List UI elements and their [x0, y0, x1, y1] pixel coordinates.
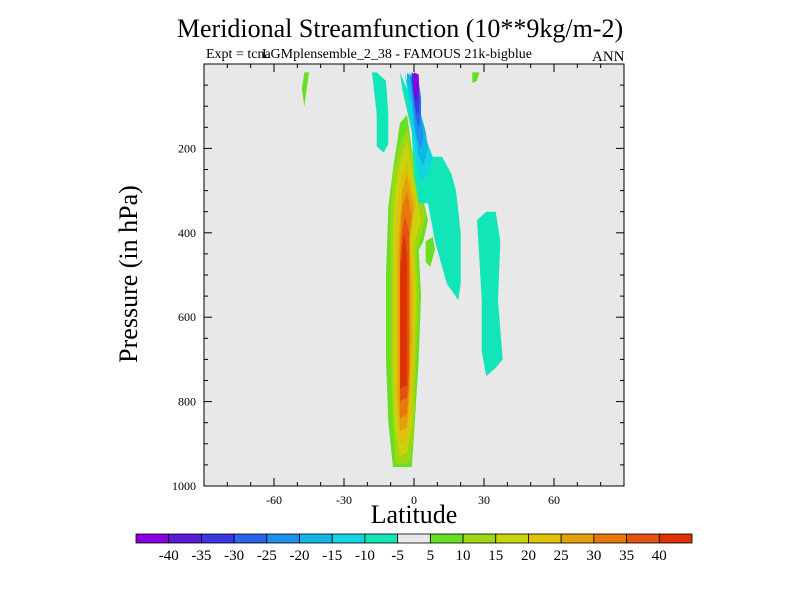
x-tick-label: 30 [478, 493, 490, 507]
colorbar-label: -35 [191, 548, 211, 564]
colorbar-label: -5 [391, 548, 404, 564]
contour-region-nh-mid-level-m5 [477, 211, 503, 377]
colorbar-swatch [364, 533, 399, 544]
colorbar-label: 5 [427, 548, 435, 564]
colorbar-label: -25 [257, 548, 277, 564]
colorbar-swatch [331, 533, 366, 544]
chart-subtitle: Expt = tcna [206, 47, 271, 62]
contour-region-nh-top-level-5 [472, 72, 480, 83]
colorbar-swatch [201, 533, 235, 544]
colorbar-swatch [135, 533, 170, 544]
x-tick-label: 60 [548, 493, 560, 507]
colorbar-label: 30 [586, 548, 601, 564]
contour-fill-group [302, 72, 503, 467]
contour-region-nh-mid-level-5 [425, 237, 435, 267]
colorbar-swatch [593, 533, 627, 544]
y-tick-label: 600 [178, 310, 196, 324]
colorbar-label: 15 [488, 548, 503, 564]
x-tick-label: 0 [411, 493, 417, 507]
colorbar-label: -40 [159, 548, 179, 564]
colorbar-swatch [233, 533, 268, 544]
colorbar-label: 10 [456, 548, 471, 564]
colorbar-swatch [429, 533, 464, 544]
chart-subtitle-experiment: LGMplensemble_2_38 - FAMOUS 21k-bigblue [262, 47, 532, 62]
colorbar-label: -15 [322, 548, 342, 564]
colorbar-swatch [626, 533, 660, 544]
colorbar-swatch [168, 533, 202, 544]
colorbar-swatch [495, 533, 529, 544]
chart-title: Meridional Streamfunction (10**9kg/m-2) [176, 14, 624, 43]
contour-region-nh-upper-level-m5 [372, 72, 389, 153]
colorbar-swatch [462, 533, 497, 544]
contour-region-nh-upper-level-m40 [414, 72, 419, 102]
colorbar-swatch [528, 533, 562, 544]
colorbar-label: -20 [290, 548, 310, 564]
colorbar-swatch [266, 533, 300, 544]
x-axis-label: Latitude [370, 500, 458, 529]
colorbar-label: 25 [554, 548, 569, 564]
x-tick-label: -60 [266, 493, 282, 507]
colorbar-swatch [397, 533, 431, 544]
y-tick-label: 1000 [172, 479, 196, 493]
y-axis-label: Pressure (in hPa) [114, 185, 143, 363]
colorbar-label: 35 [619, 548, 634, 564]
x-tick-label: -30 [336, 493, 352, 507]
y-tick-label: 200 [178, 141, 196, 155]
colorbar-swatch [560, 533, 595, 544]
y-tick-label: 800 [178, 395, 196, 409]
season-label: ANN [592, 49, 625, 65]
colorbar-label: 20 [521, 548, 536, 564]
contour-region-sh-cell-level-40 [400, 232, 407, 389]
colorbar-label: -10 [355, 548, 375, 564]
colorbar-label: -30 [224, 548, 244, 564]
contour-region-sh-small-level-5 [302, 72, 309, 107]
colorbar-swatch [658, 533, 693, 544]
y-tick-label: 400 [178, 226, 196, 240]
colorbar-label: 40 [652, 548, 667, 564]
colorbar-swatch [299, 533, 333, 544]
